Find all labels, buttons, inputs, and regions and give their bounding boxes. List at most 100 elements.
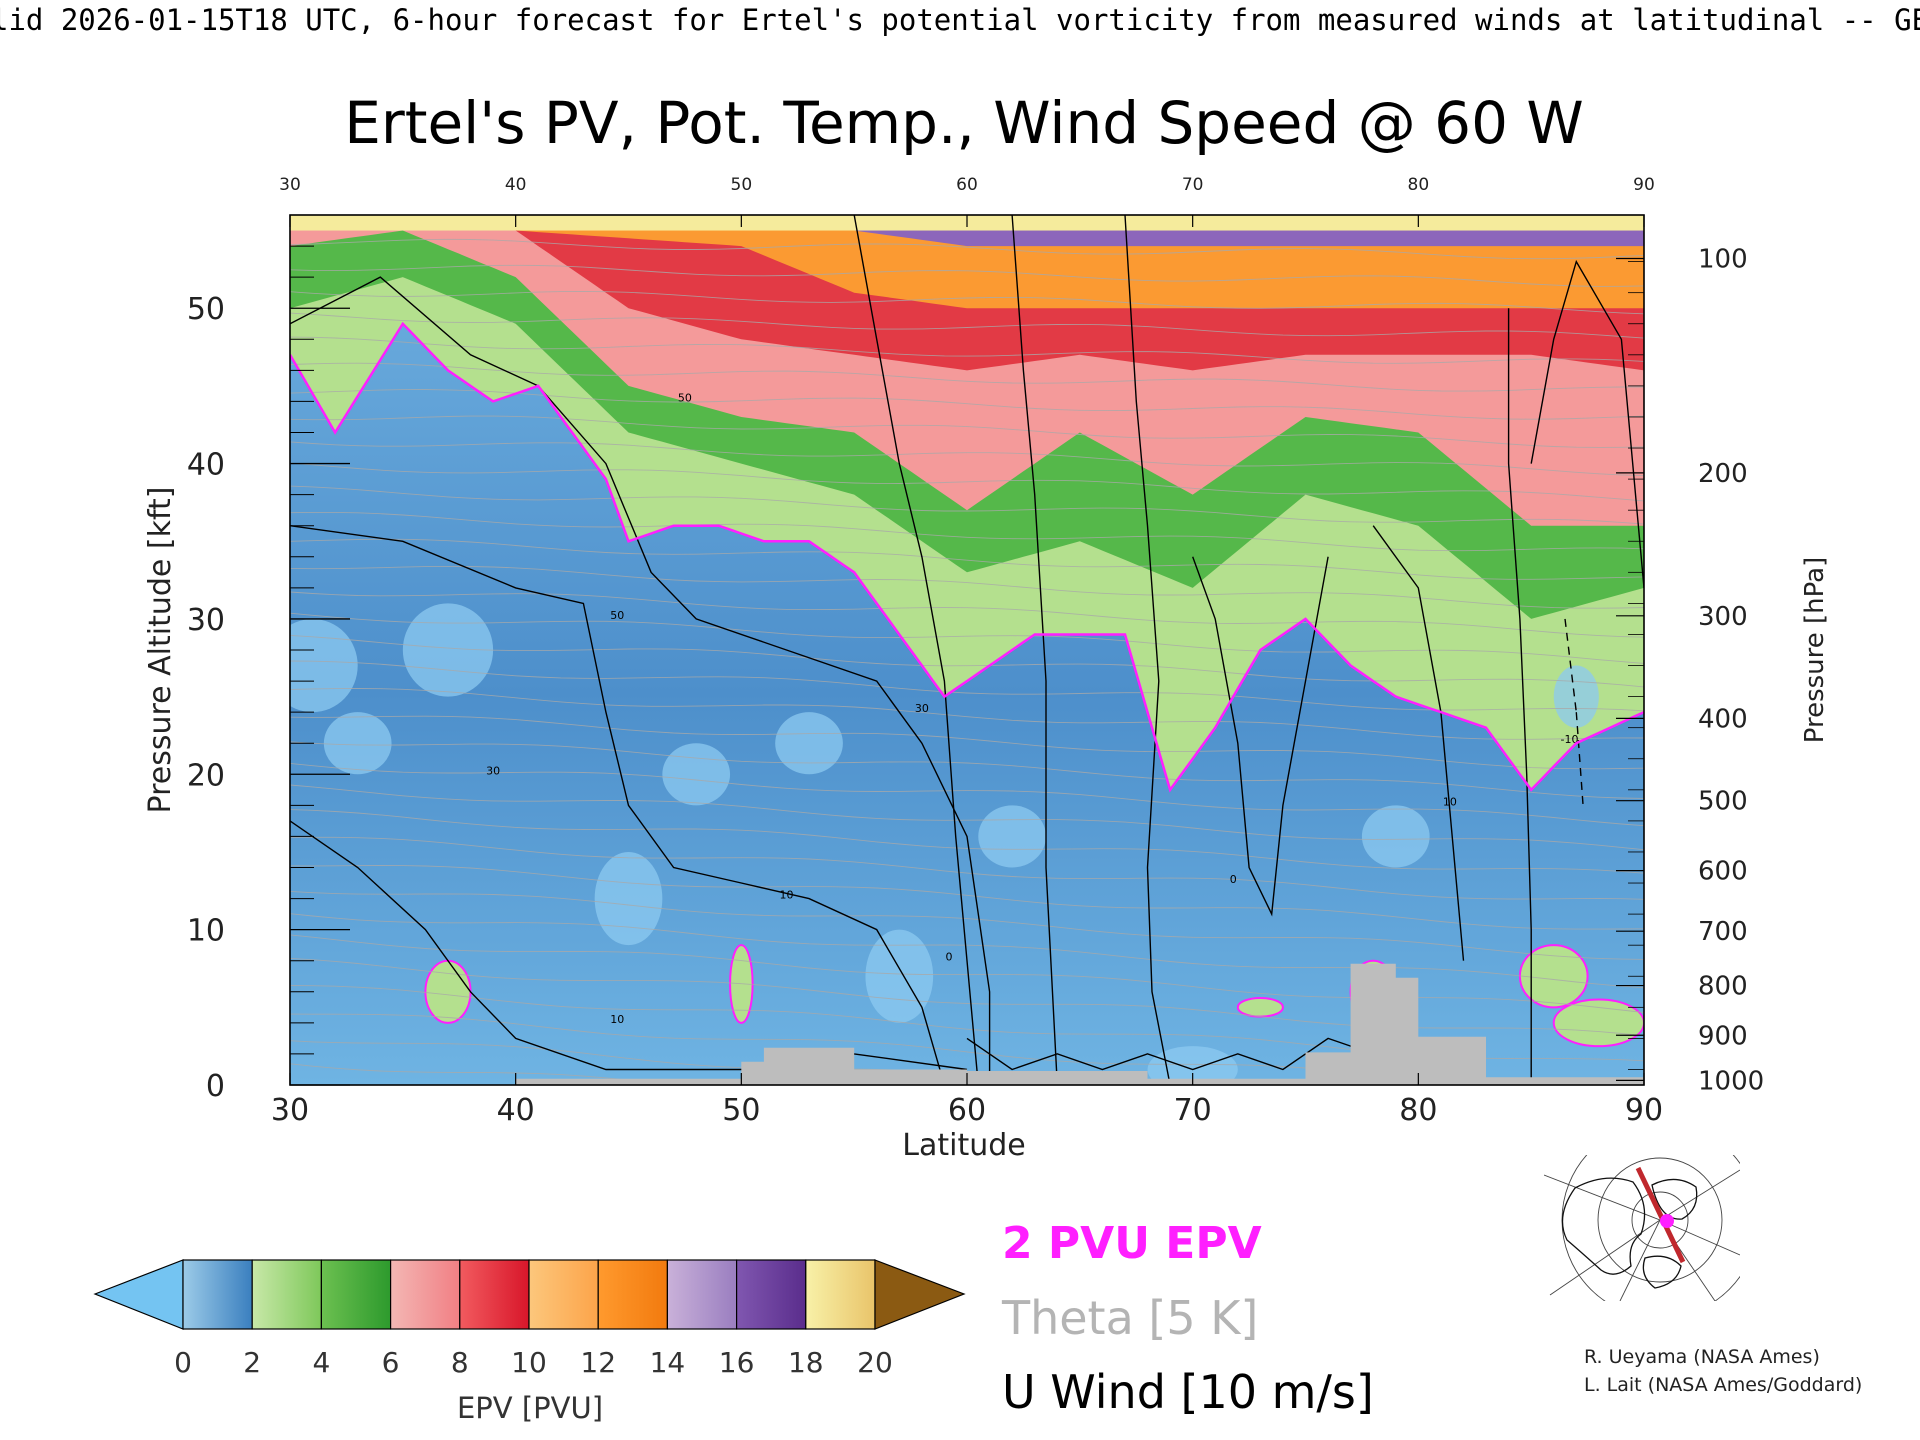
- locator-map: [1544, 1155, 1740, 1301]
- theta-contour: [290, 238, 1644, 260]
- theta-contour: [290, 312, 1644, 339]
- theta-contour: [290, 913, 1644, 989]
- theta-contour: [290, 336, 1644, 364]
- colorbar-tick-label: 14: [650, 1346, 686, 1379]
- colorbar-ticks: 0 2 4 6 8 10 12 14 16 18 20: [174, 1346, 893, 1379]
- colorbar-tick-label: 20: [857, 1346, 893, 1379]
- x-tick-label-top: 80: [1408, 175, 1430, 195]
- theta-contour: [290, 441, 1644, 477]
- legend-theta: Theta [5 K]: [1001, 1291, 1258, 1345]
- troposphere-patch: [865, 929, 934, 1023]
- theta-contour: [290, 660, 1644, 712]
- colorbar-segment: [805, 1259, 876, 1330]
- theta-contour: [290, 591, 1644, 638]
- wind-contour-negative: [1575, 712, 1584, 806]
- theta-contour: [290, 612, 1644, 664]
- y-tick-label-right: 400: [1698, 704, 1748, 734]
- wind-contour: [853, 215, 979, 1085]
- colorbar-tick-label: 18: [788, 1346, 824, 1379]
- colorbar-tick-label: 8: [451, 1346, 469, 1379]
- chart-title: Ertel's PV, Pot. Temp., Wind Speed @ 60 …: [344, 89, 1584, 157]
- y-tick-label-left: 10: [187, 914, 225, 949]
- map-coastline: [1642, 1255, 1682, 1289]
- y-tick-label-right: 700: [1698, 917, 1748, 947]
- theta-contours: [290, 238, 1644, 1085]
- troposphere-patch: [775, 712, 843, 775]
- theta-contour: [290, 462, 1644, 502]
- troposphere-patch: [1147, 1046, 1238, 1085]
- map-latitude-circle: [1597, 1157, 1723, 1283]
- colorbar-tick-label: 2: [243, 1346, 261, 1379]
- wind-contour-label: 0: [1230, 873, 1237, 886]
- map-section-line: [1635, 1166, 1686, 1264]
- troposphere-patch: [290, 618, 358, 713]
- theta-contour: [290, 362, 1644, 392]
- pv-anomaly-patch: [1236, 997, 1284, 1018]
- y-tick-label-right: 900: [1698, 1021, 1748, 1051]
- wind-contour: [290, 525, 946, 1085]
- credit-line-2: L. Lait (NASA Ames/Goddard): [1584, 1374, 1862, 1396]
- colorbar-segment: [597, 1259, 669, 1330]
- theta-contour: [290, 565, 1644, 609]
- colorbar-tick-label: 12: [580, 1346, 616, 1379]
- theta-contour: [290, 290, 1644, 315]
- pv-anomaly-patch: [1518, 944, 1589, 1009]
- wind-contour-label: 10: [779, 889, 793, 902]
- axes: 3030404050506060707080809090010203040501…: [187, 175, 1764, 1128]
- y-tick-label-left: 20: [187, 758, 225, 793]
- colorbar-segment: [320, 1259, 392, 1330]
- wind-contour: [1507, 308, 1532, 1085]
- y-tick-label-left: 50: [187, 292, 225, 327]
- y-tick-label-left: 0: [206, 1069, 225, 1104]
- credit-line-1: R. Ueyama (NASA Ames): [1584, 1346, 1820, 1368]
- pv-anomaly-patch: [1552, 998, 1644, 1048]
- x-tick-label-top: 40: [505, 175, 527, 195]
- x-tick-label: 80: [1399, 1093, 1437, 1128]
- colorbar-segment: [182, 1259, 253, 1330]
- y-tick-label-right: 600: [1698, 857, 1748, 887]
- theta-contour: [290, 890, 1644, 960]
- troposphere-patch: [402, 603, 494, 697]
- y-tick-label-right: 200: [1698, 459, 1748, 489]
- x-axis-label: Latitude: [902, 1128, 1025, 1163]
- y-tick-label-left: 40: [187, 448, 225, 483]
- wind-contour-label: 30: [915, 702, 929, 715]
- theta-contour: [290, 538, 1644, 580]
- legend-u-wind: U Wind [10 m/s]: [1002, 1365, 1374, 1419]
- theta-contour: [290, 865, 1644, 930]
- legend-2pvu: 2 PVU EPV: [1002, 1218, 1262, 1269]
- colorbar-segment: [459, 1259, 530, 1330]
- colorbar-segment: [735, 1259, 807, 1330]
- y-tick-label-right: 300: [1698, 602, 1748, 632]
- theta-contour: [290, 762, 1644, 827]
- theta-contour: [290, 836, 1644, 900]
- y-axis-label-right: Pressure [hPa]: [1800, 557, 1830, 744]
- wind-contour-label: 10: [610, 1013, 624, 1026]
- theta-contour: [290, 485, 1644, 525]
- theta-contour: [290, 784, 1644, 851]
- x-tick-label-top: 60: [956, 175, 978, 195]
- x-tick-label-top: 30: [279, 175, 301, 195]
- wind-contour: [1124, 215, 1171, 1085]
- theta-contour: [290, 741, 1644, 799]
- wind-contour-label: -10: [1561, 733, 1579, 746]
- wind-contour-label: 50: [678, 391, 692, 404]
- pv-anomaly-patch: [424, 959, 472, 1024]
- x-tick-label-top: 50: [731, 175, 753, 195]
- theta-contour: [290, 715, 1644, 770]
- troposphere-patch: [1361, 805, 1430, 868]
- colorbar-segment: [390, 1259, 461, 1330]
- wind-contour: [1011, 215, 1058, 1085]
- y-tick-label-right: 100: [1698, 245, 1748, 275]
- tropopause-2pvu-line: [290, 321, 1644, 793]
- colorbar-tick-label: 0: [174, 1346, 192, 1379]
- wind-contour-label: 50: [610, 609, 624, 622]
- x-tick-label: 40: [497, 1093, 535, 1128]
- colorbar-tick-label: 4: [312, 1346, 330, 1379]
- map-latitude-circle: [1631, 1191, 1689, 1249]
- map-coastline: [1651, 1178, 1698, 1220]
- troposphere-patch: [594, 851, 663, 946]
- theta-contour: [290, 511, 1644, 552]
- theta-contour: [290, 264, 1644, 287]
- x-tick-label: 30: [271, 1093, 309, 1128]
